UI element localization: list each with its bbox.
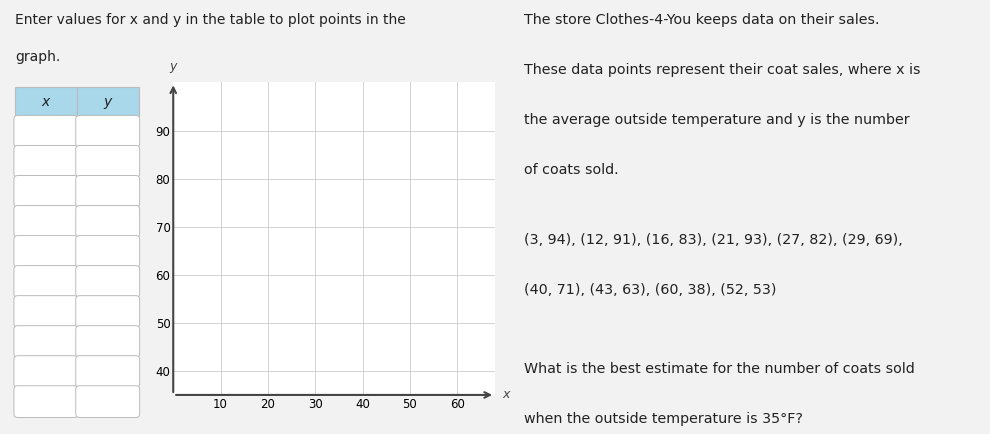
FancyBboxPatch shape	[76, 356, 140, 388]
FancyBboxPatch shape	[14, 175, 78, 207]
Text: The store Clothes-4-You keeps data on their sales.: The store Clothes-4-You keeps data on th…	[524, 13, 879, 27]
FancyBboxPatch shape	[76, 296, 140, 327]
Text: (3, 94), (12, 91), (16, 83), (21, 93), (27, 82), (29, 69),: (3, 94), (12, 91), (16, 83), (21, 93), (…	[524, 233, 903, 247]
Text: x: x	[502, 388, 510, 401]
FancyBboxPatch shape	[14, 206, 78, 237]
FancyBboxPatch shape	[76, 236, 140, 267]
FancyBboxPatch shape	[14, 236, 78, 267]
Text: y: y	[104, 95, 112, 108]
Text: the average outside temperature and y is the number: the average outside temperature and y is…	[524, 113, 910, 127]
FancyBboxPatch shape	[77, 87, 139, 116]
Text: These data points represent their coat sales, where x is: These data points represent their coat s…	[524, 63, 921, 77]
FancyBboxPatch shape	[14, 386, 78, 418]
Text: What is the best estimate for the number of coats sold: What is the best estimate for the number…	[524, 362, 915, 376]
FancyBboxPatch shape	[14, 296, 78, 327]
Text: when the outside temperature is 35°F?: when the outside temperature is 35°F?	[524, 412, 803, 426]
Text: y: y	[169, 60, 177, 73]
FancyBboxPatch shape	[76, 386, 140, 418]
FancyBboxPatch shape	[14, 145, 78, 177]
Text: of coats sold.: of coats sold.	[524, 163, 619, 177]
FancyBboxPatch shape	[76, 206, 140, 237]
FancyBboxPatch shape	[14, 266, 78, 297]
FancyBboxPatch shape	[14, 356, 78, 388]
Text: (40, 71), (43, 63), (60, 38), (52, 53): (40, 71), (43, 63), (60, 38), (52, 53)	[524, 283, 776, 296]
FancyBboxPatch shape	[15, 87, 77, 116]
FancyBboxPatch shape	[76, 326, 140, 358]
FancyBboxPatch shape	[14, 115, 78, 147]
FancyBboxPatch shape	[76, 115, 140, 147]
FancyBboxPatch shape	[76, 145, 140, 177]
Text: x: x	[42, 95, 50, 108]
Text: graph.: graph.	[15, 50, 60, 64]
Text: Enter values for x and y in the table to plot points in the: Enter values for x and y in the table to…	[15, 13, 406, 27]
FancyBboxPatch shape	[14, 326, 78, 358]
FancyBboxPatch shape	[76, 175, 140, 207]
FancyBboxPatch shape	[76, 266, 140, 297]
